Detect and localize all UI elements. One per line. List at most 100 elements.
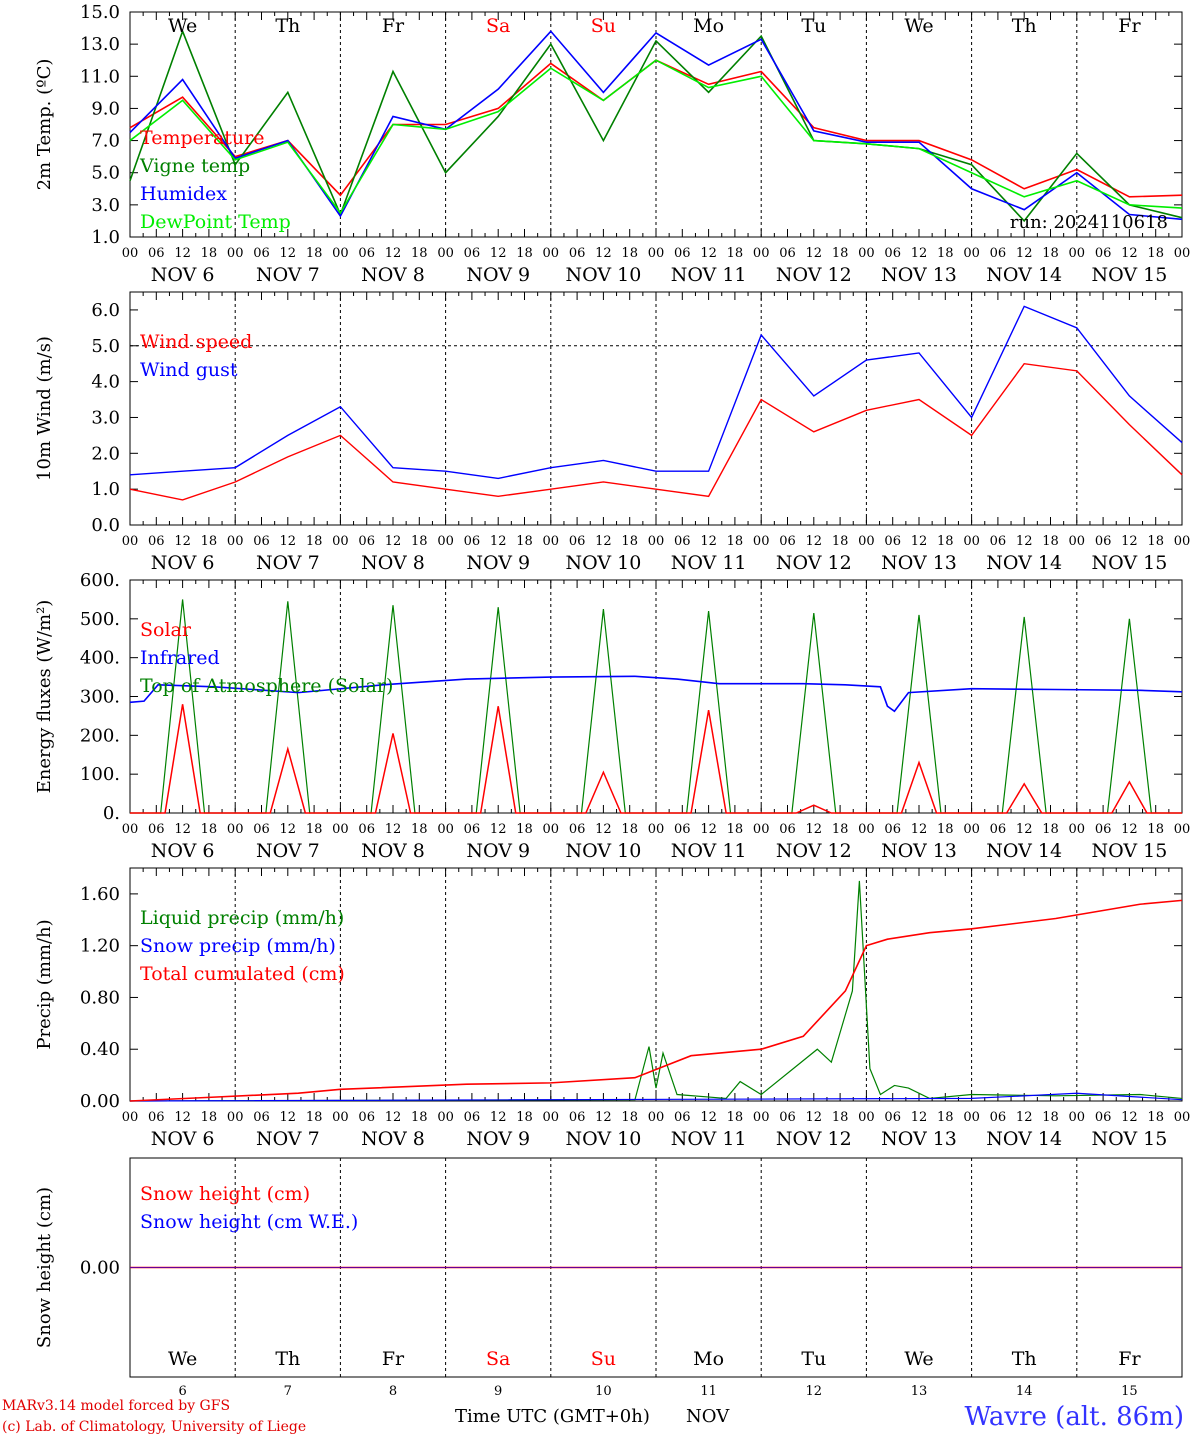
- x-hour-label: 00: [1174, 1110, 1191, 1125]
- x-hour-label: 12: [595, 822, 612, 837]
- x-date-label: NOV 8: [361, 264, 425, 286]
- x-hour-label: 18: [306, 822, 323, 837]
- x-hour-label: 18: [411, 1110, 428, 1125]
- x-hour-label: 06: [674, 534, 691, 549]
- x-hour-label: 06: [990, 246, 1007, 261]
- legend-infrared: Infrared: [140, 647, 220, 669]
- x-hour-label: 18: [937, 246, 954, 261]
- x-hour-label: 18: [201, 246, 218, 261]
- x-hour-label: 12: [1016, 822, 1033, 837]
- x-hour-label: 12: [280, 1110, 297, 1125]
- x-hour-label: 18: [727, 1110, 744, 1125]
- x-hour-label: 06: [253, 534, 270, 549]
- credit-lab: (c) Lab. of Climatology, University of L…: [2, 1419, 307, 1435]
- day-name: We: [904, 15, 933, 37]
- x-date-label: NOV 12: [776, 840, 852, 862]
- x-hour-label: 12: [911, 1110, 928, 1125]
- x-date-label: NOV 6: [151, 1128, 215, 1150]
- x-hour-label: 12: [490, 1110, 507, 1125]
- x-hour-label: 06: [990, 822, 1007, 837]
- legend-wind-gust: Wind gust: [140, 359, 238, 381]
- x-hour-label: 12: [280, 534, 297, 549]
- meteogram: 00 06 12 18 00 06 12 18 00 06 12 18 00 06 12 18 00 06 12 18…: [34, 2, 1191, 1399]
- day-name: Fr: [1118, 15, 1141, 37]
- y-tick-label: 0.: [103, 803, 120, 824]
- x-hour-label: 00: [753, 1110, 770, 1125]
- x-hour-label: 18: [516, 822, 533, 837]
- x-date-label: NOV 10: [565, 1128, 641, 1150]
- x-hour-label: 18: [727, 534, 744, 549]
- x-hour-label: 06: [253, 1110, 270, 1125]
- y-tick-label: 0.00: [80, 1258, 120, 1279]
- x-hour-label: 00: [858, 1110, 875, 1125]
- day-name: Su: [591, 1348, 616, 1370]
- x-date-label: NOV 10: [565, 264, 641, 286]
- x-hour-label: 00: [753, 246, 770, 261]
- x-hour-label: 12: [806, 822, 823, 837]
- day-name: Su: [591, 15, 616, 37]
- x-hour-label: 06: [148, 246, 165, 261]
- x-hour-label: 12: [911, 822, 928, 837]
- x-date-label: NOV 14: [986, 840, 1062, 862]
- x-hour-label: 06: [884, 1110, 901, 1125]
- x-hour-label: 00: [1174, 246, 1191, 261]
- x-hour-label: 06: [1095, 822, 1112, 837]
- y-axis-label: Snow height (cm): [34, 1187, 55, 1348]
- legend-liquid-precip-mm-h-: Liquid precip (mm/h): [140, 907, 344, 929]
- line-wind-speed: [129, 362, 1183, 501]
- line-wind-gust: [129, 305, 1183, 480]
- x-hour-label: 18: [201, 822, 218, 837]
- x-hour-label: 00: [1069, 246, 1086, 261]
- y-tick-label: 200.: [80, 725, 120, 746]
- x-hour-label: 06: [464, 1110, 481, 1125]
- x-hour-label: 12: [1016, 1110, 1033, 1125]
- x-hour-label: 18: [411, 534, 428, 549]
- x-hour-label: 12: [1121, 1110, 1138, 1125]
- x-date-label: NOV 12: [776, 1128, 852, 1150]
- x-hour-label: 12: [700, 246, 717, 261]
- day-number: 13: [911, 1384, 928, 1399]
- day-number: 8: [389, 1384, 397, 1399]
- legend-vigne-temp: Vigne temp: [139, 155, 250, 177]
- x-hour-label: 06: [148, 822, 165, 837]
- x-hour-label: 00: [227, 246, 244, 261]
- y-axis-label: Energy fluxes (W/m²): [34, 600, 55, 794]
- x-hour-label: 12: [174, 246, 191, 261]
- x-hour-label: 06: [358, 822, 375, 837]
- day-number: 7: [284, 1384, 292, 1399]
- x-hour-label: 12: [174, 534, 191, 549]
- x-hour-label: 06: [358, 246, 375, 261]
- x-hour-label: 12: [806, 534, 823, 549]
- y-tick-label: 4.0: [91, 372, 120, 393]
- y-tick-label: 5.0: [91, 163, 120, 184]
- y-tick-label: 3.0: [91, 195, 120, 216]
- x-hour-label: 18: [621, 822, 638, 837]
- x-date-label: NOV 15: [1091, 840, 1167, 862]
- x-date-label: NOV 11: [671, 552, 747, 574]
- x-hour-label: 00: [437, 246, 454, 261]
- x-hour-label: 00: [122, 822, 139, 837]
- day-number: 6: [178, 1384, 186, 1399]
- x-hour-label: 00: [963, 246, 980, 261]
- legend-snow-height-cm-: Snow height (cm): [140, 1183, 310, 1205]
- y-tick-label: 0.0: [91, 515, 120, 536]
- x-hour-label: 06: [884, 534, 901, 549]
- credit-model: MARv3.14 model forced by GFS: [2, 1398, 231, 1414]
- y-tick-label: 6.0: [91, 300, 120, 321]
- x-hour-label: 06: [779, 246, 796, 261]
- legend-top-of-atmosphere-solar-: Top of Atmosphere (Solar): [140, 675, 393, 697]
- x-hour-label: 18: [516, 246, 533, 261]
- x-hour-label: 06: [674, 822, 691, 837]
- y-tick-label: 13.0: [80, 34, 120, 55]
- x-date-label: NOV 7: [256, 552, 320, 574]
- x-hour-label: 06: [253, 822, 270, 837]
- x-hour-label: 00: [1174, 822, 1191, 837]
- x-date-label: NOV 11: [671, 840, 747, 862]
- x-hour-label: 12: [1016, 246, 1033, 261]
- x-hour-label: 12: [911, 246, 928, 261]
- x-date-label: NOV 12: [776, 552, 852, 574]
- x-hour-label: 00: [332, 822, 349, 837]
- x-hour-label: 12: [700, 534, 717, 549]
- x-hour-label: 18: [727, 246, 744, 261]
- x-date-label: NOV 8: [361, 1128, 425, 1150]
